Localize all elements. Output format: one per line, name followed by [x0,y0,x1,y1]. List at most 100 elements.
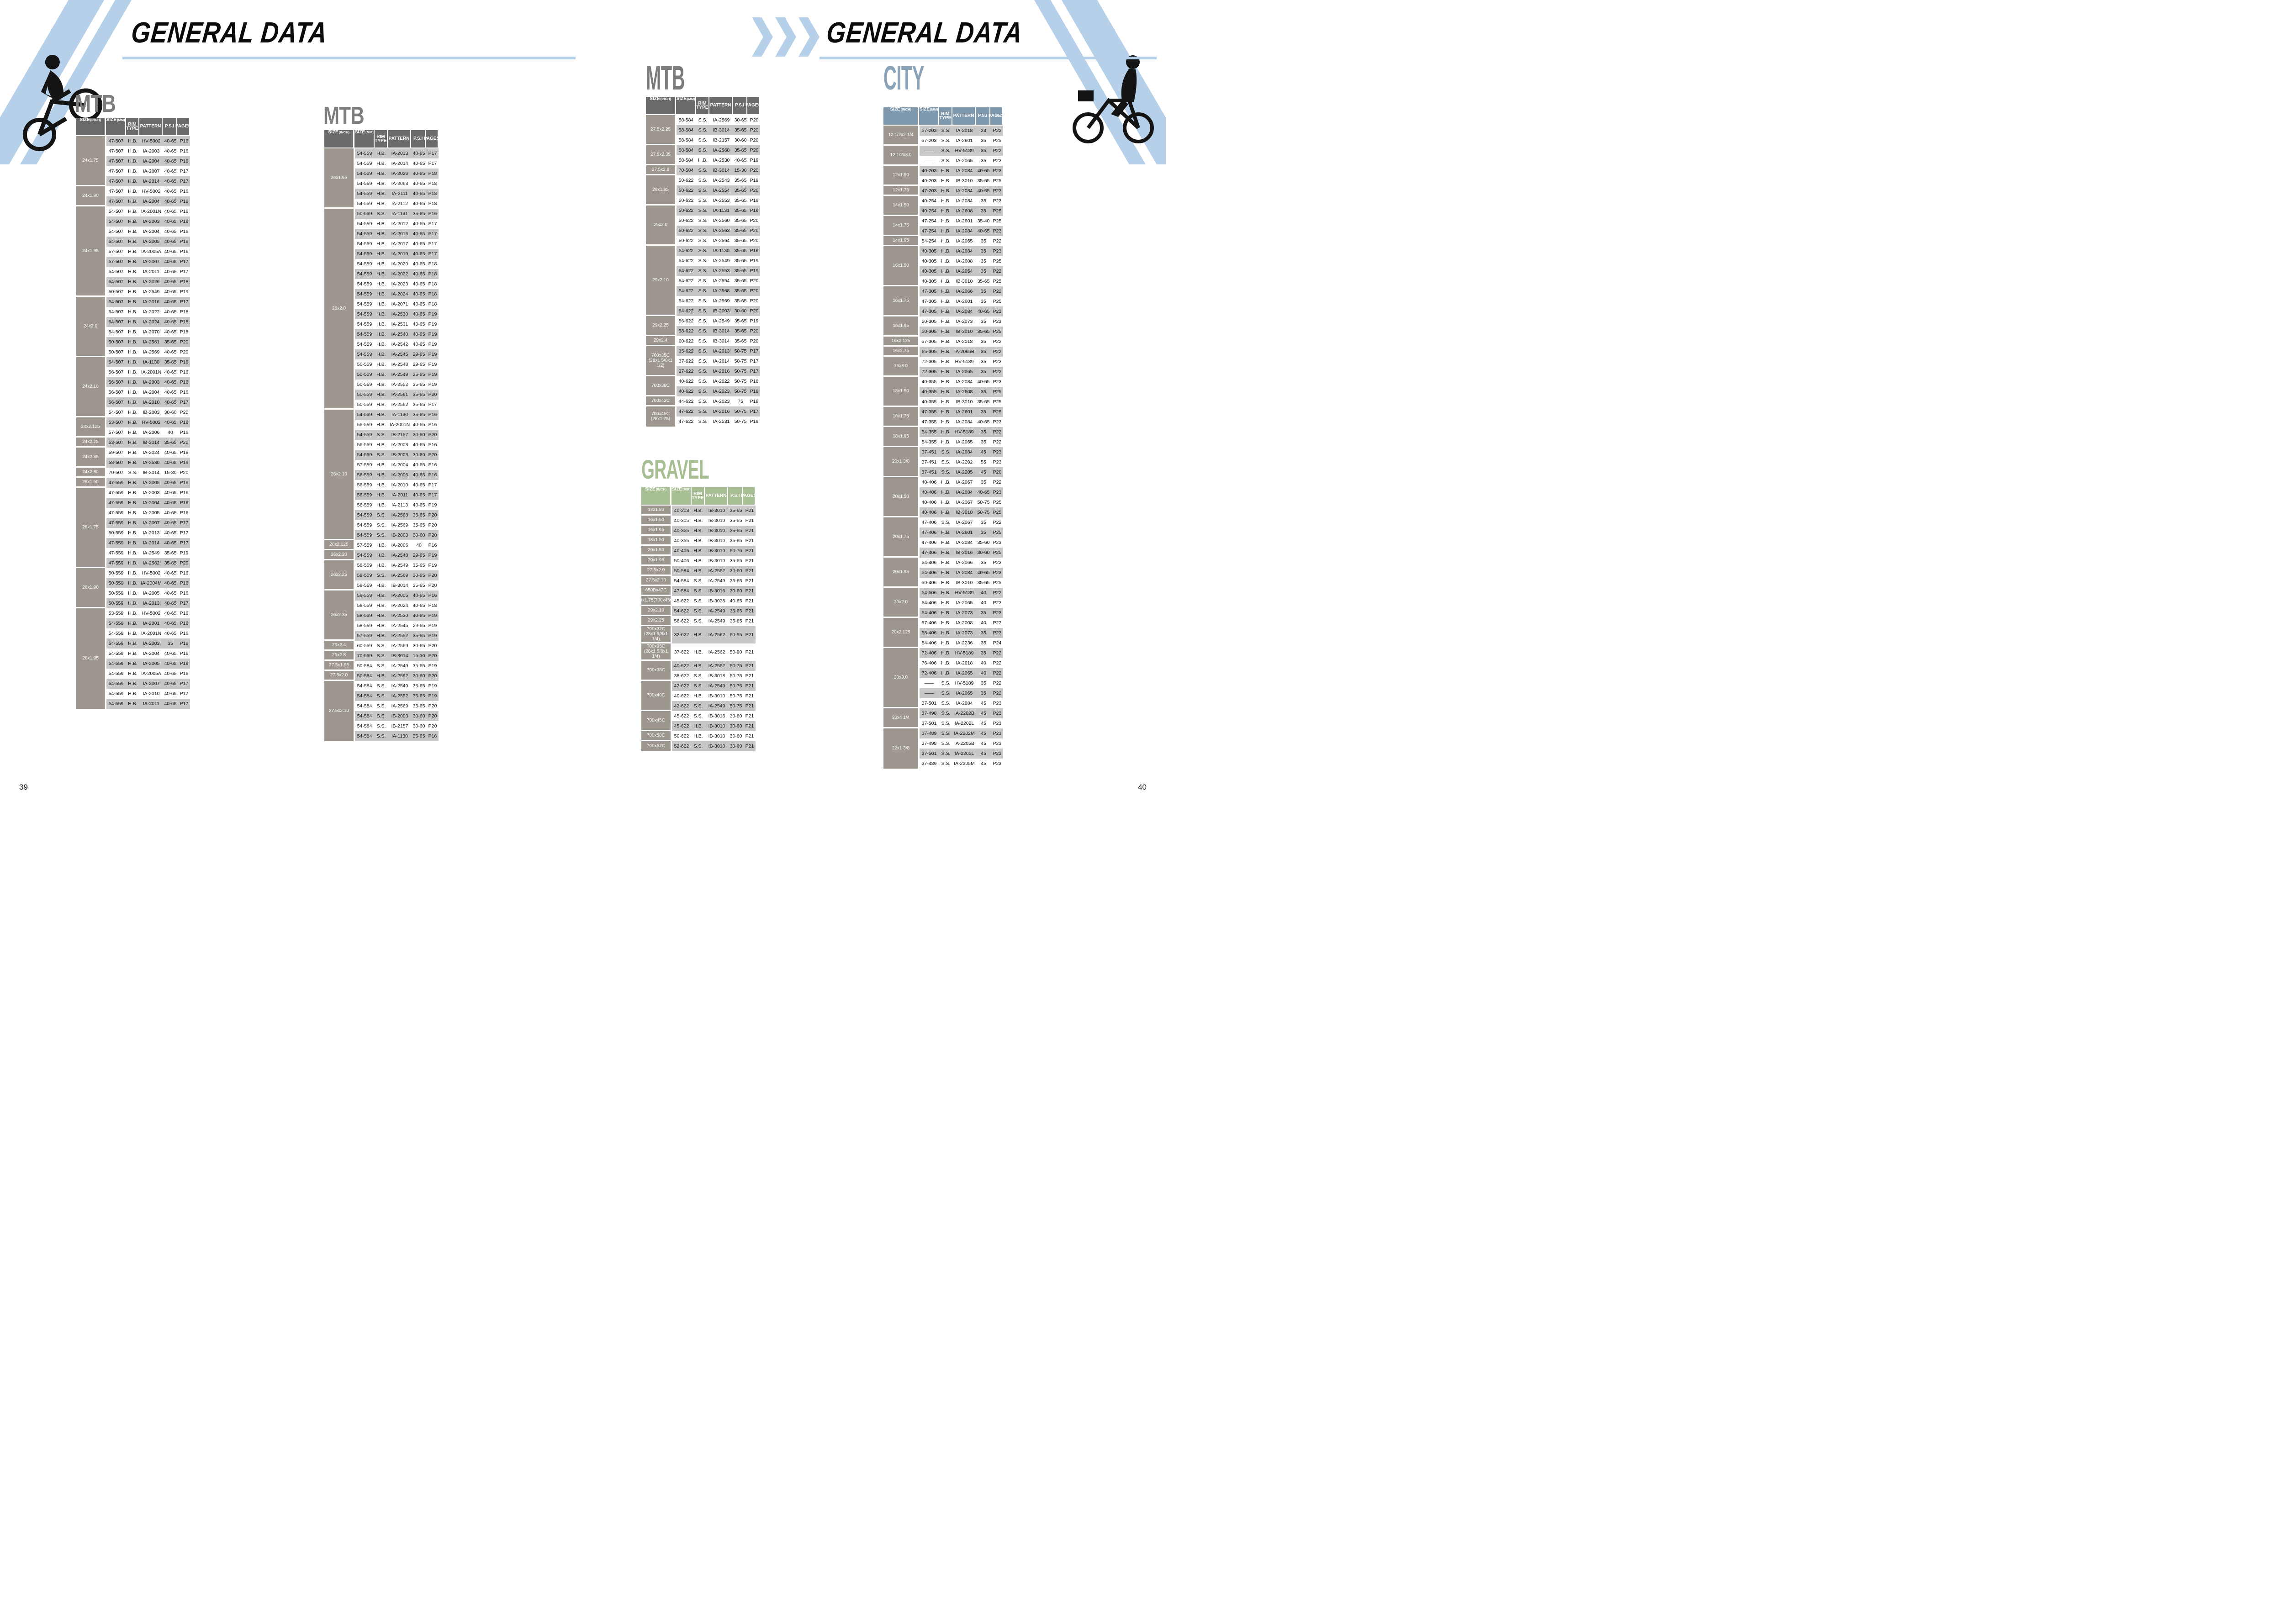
pages-cell: P21 [745,608,754,614]
pattern-cell: HV-5189 [955,590,974,596]
size-mm-cell: 54-559 [108,661,124,666]
pages-cell: P20 [750,148,759,153]
pattern-cell: IB-3010 [956,399,973,405]
pages-cell: P18 [428,261,437,267]
psi-cell: 40-65 [164,299,177,305]
size-section-label: 29x2.25 [646,316,675,336]
table-row: 47-507 H.B. IA-2003 40-65 P16 [106,146,190,156]
size-mm-cell: 40-622 [678,389,694,394]
size-mm-cell: 54-559 [357,512,372,518]
psi-cell: 35 [981,339,986,344]
pattern-cell: IA-2084 [956,309,973,314]
size-mm-cell: 54-507 [108,359,124,365]
size-section-label: 24x2.125 [76,417,105,438]
size-section-label: 27.5x2.0 [641,566,671,576]
rim-type-cell: H.B. [128,530,137,536]
rim-type-cell: S.S. [698,348,708,354]
psi-cell: 50-75 [734,359,747,364]
size-mm-cell: 47-254 [921,228,937,234]
pattern-cell: IA-2066 [956,289,973,294]
psi-cell: 40 [981,590,986,596]
pattern-cell: IA-2543 [713,178,730,183]
psi-cell: 35-65 [412,402,425,407]
pages-cell: P19 [750,258,759,264]
pattern-cell: IA-2236 [956,640,973,646]
size-mm-cell: 54-584 [357,723,372,729]
pattern-cell: IA-2084 [956,701,973,706]
size-section-label: 27.5x2.0 [324,671,354,681]
table-row: 54-559 H.B. IA-2003 35 P16 [106,638,190,649]
size-mm-cell: 50-559 [108,601,124,606]
size-mm-cell: 47-507 [108,189,124,194]
table-row: 54-559 S.S. IA-2568 35-65 P20 [355,510,439,520]
pattern-cell: IA-2111 [391,191,408,196]
pattern-cell: IA-2004M [141,580,162,586]
rim-type-cell: H.B. [376,161,386,166]
rim-type-cell: S.S. [693,588,703,594]
size-section-label: 12x1.50 [641,506,671,516]
pages-cell: P22 [993,660,1002,666]
pages-cell: P16 [180,591,189,596]
psi-cell: 35 [981,258,986,264]
size-section-label: 700x45C (28x1.75) [646,406,675,427]
pattern-cell: IA-2016 [391,231,408,237]
psi-cell: 35 [981,359,986,364]
pattern-cell: IA-2549 [143,289,160,295]
pattern-cell: IA-2010 [143,691,160,696]
pages-cell: P19 [428,372,437,377]
page-title: GENERAL DATA [130,16,329,49]
pattern-cell: IA-2554 [713,188,730,193]
psi-cell: 45 [981,751,986,756]
size-mm-cell: 54-584 [357,713,372,719]
size-mm-cell: 40-622 [678,379,694,384]
rim-type-cell: H.B. [128,279,137,285]
size-mm-cell: 54-622 [674,608,689,614]
table-row: 54-507 H.B. IA-2001N 40-65 P16 [106,206,190,216]
psi-cell: 35-65 [164,560,177,566]
rim-type-cell: H.B. [376,623,386,628]
table-row: 54-559 S.S. IB-2003 30-60 P20 [355,450,439,460]
psi-cell: 29-65 [412,553,425,558]
pattern-cell: HV-5189 [955,359,974,364]
pattern-cell: IA-2531 [391,322,408,327]
table-row: 50-507 H.B. IA-2549 40-65 P19 [106,287,190,297]
pages-cell: P16 [180,209,189,214]
size-mm-cell: 50-559 [108,580,124,586]
pages-cell: P20 [428,452,437,458]
column-header-rim-type: RIM TYPE [126,118,138,135]
table-row: 54-507 H.B. IA-2070 40-65 P18 [106,327,190,337]
size-mm-cell: 70-559 [357,653,372,659]
psi-cell: 40-65 [164,691,177,696]
pages-cell: P16 [180,510,189,516]
psi-cell: 35-65 [730,618,742,624]
table-row: 58-507 H.B. IA-2530 40-65 P19 [106,458,190,468]
pattern-cell: IB-3014 [391,583,408,588]
pages-cell: P21 [745,673,754,679]
pattern-cell: IB-2003 [391,713,408,719]
pages-cell: P19 [428,553,437,558]
pattern-cell: IB-3010 [708,693,725,699]
psi-cell: 40-65 [164,460,177,465]
table-header: SIZE (INCH) SIZE (MM) RIM TYPE PATTERN P.S.I PAG… [324,130,439,148]
table-row: 56-507 H.B. IA-2001N 40-65 P16 [106,367,190,377]
table-row: 50-559 H.B. IA-2562 35-65 P17 [355,400,439,410]
table-row: 56-622 S.S. IA-2549 35-65 P19 [677,316,760,326]
size-section-label: 26x1.90 [76,568,105,608]
size-mm-cell: 47-507 [108,179,124,184]
pattern-cell: IA-2205 [956,469,973,475]
table-row: 50-507 H.B. IA-2569 40-65 P20 [106,347,190,357]
pages-cell: P22 [993,590,1002,596]
rim-type-cell: H.B. [376,563,386,568]
rim-type-cell: H.B. [128,410,137,415]
psi-cell: 50-75 [730,683,742,689]
size-mm-cell: 54-559 [357,151,372,156]
pattern-cell: IA-2013 [713,348,730,354]
table-row: 58-584 S.S. IB-3014 35-65 P20 [677,125,760,135]
column-header-rim-type: RIM TYPE [375,130,387,148]
psi-cell: 30-60 [730,588,742,594]
pattern-cell: IB-3010 [708,723,725,729]
size-mm-cell: 47-507 [108,158,124,164]
size-section-label: 29x2.10 [646,246,675,316]
pages-cell: P20 [750,218,759,223]
pages-cell: P21 [745,723,754,729]
